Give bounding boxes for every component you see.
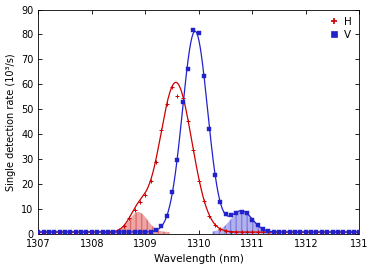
Y-axis label: Single detection rate (10³/s): Single detection rate (10³/s) — [6, 53, 16, 191]
Legend: H, V: H, V — [327, 15, 354, 42]
X-axis label: Wavelength (nm): Wavelength (nm) — [154, 254, 244, 264]
